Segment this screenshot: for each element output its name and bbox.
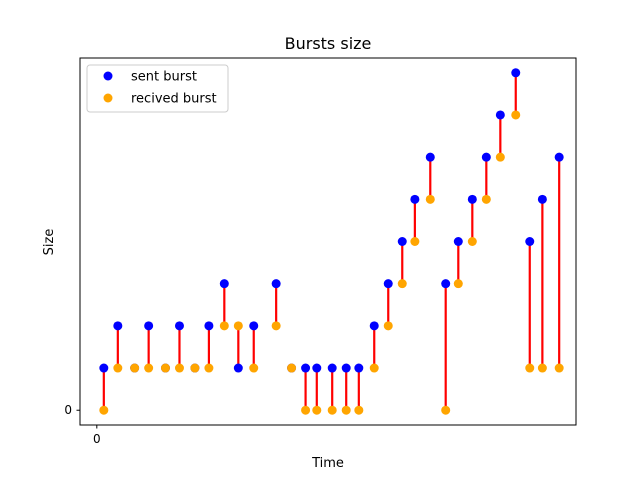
received-burst-point [554,363,564,373]
sent-burst-point [481,152,491,162]
received-burst-point [369,363,379,373]
sent-burst-point [495,110,505,120]
received-burst-point [160,363,170,373]
sent-burst-point [453,237,463,246]
received-burst-point [130,363,140,373]
received-burst-point [537,363,547,373]
received-burst-point [219,321,229,331]
sent-burst-point [554,152,564,162]
legend-received-marker [103,93,113,103]
received-burst-point [441,405,451,415]
sent-burst-point [467,194,477,204]
received-burst-point [233,321,243,331]
sent-burst-point [113,321,123,331]
legend-box [86,64,229,113]
y-axis-ticks: 0 [64,403,80,417]
received-burst-point [383,321,393,331]
y-tick-label: 0 [64,403,72,417]
sent-burst-point [397,237,407,246]
legend-sent-marker [103,71,113,81]
received-burst-point [144,363,154,373]
received-burst-point [525,363,535,373]
plot-area [99,68,564,415]
sent-burst-point [99,363,109,373]
sent-burst-point [511,68,521,78]
sent-burst-point [301,363,311,373]
sent-burst-point [327,363,337,373]
sent-burst-point [219,279,229,289]
sent-burst-point [312,363,322,373]
received-burst-point [327,405,337,415]
received-burst-point [287,363,297,373]
axes-frame [79,57,577,426]
received-burst-point [410,237,420,246]
sent-burst-point [249,321,259,331]
sent-burst-point [271,279,281,289]
received-burst-point [312,405,322,415]
chart-title: Bursts size [285,34,372,53]
legend-sent-label: sent burst [131,70,197,85]
sent-burst-point [233,363,243,373]
sent-burst-point [174,321,184,331]
received-burst-point [113,363,123,373]
sent-burst-point [383,279,393,289]
received-burst-point [341,405,351,415]
received-burst-point [204,363,214,373]
sent-burst-point [369,321,379,331]
received-burst-point [301,405,311,415]
sent-burst-point [144,321,154,331]
received-burst-point [354,405,364,415]
received-burst-point [511,110,521,120]
received-burst-point [495,152,505,162]
received-burst-point [99,405,109,415]
legend-received-label: recived burst [131,92,217,107]
sent-burst-point [354,363,364,373]
received-burst-point [397,279,407,289]
received-burst-point [249,363,259,373]
received-burst-point [453,279,463,289]
legend: sent burst recived burst [86,64,229,113]
sent-burst-point [525,237,535,246]
y-axis-label: Size [42,229,57,256]
sent-burst-point [204,321,214,331]
received-burst-point [174,363,184,373]
x-axis-label: Time [311,456,344,471]
sent-burst-point [537,194,547,204]
sent-burst-point [410,194,420,204]
received-burst-point [190,363,200,373]
received-burst-point [467,237,477,246]
received-burst-point [425,194,435,204]
received-burst-point [271,321,281,331]
received-burst-point [481,194,491,204]
x-tick-label: 0 [93,432,101,446]
sent-burst-point [341,363,351,373]
x-axis-ticks: 0 [93,425,101,446]
sent-burst-point [441,279,451,289]
sent-burst-point [425,152,435,162]
